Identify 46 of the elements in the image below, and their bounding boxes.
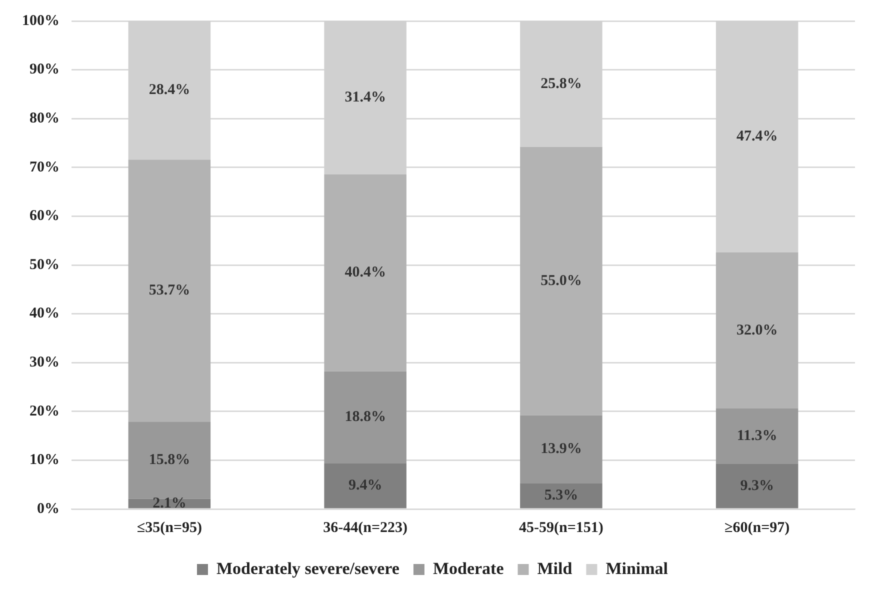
data-label: 25.8%: [540, 76, 582, 92]
data-label: 5.3%: [544, 488, 578, 504]
data-label: 40.4%: [344, 264, 386, 281]
data-label: 9.3%: [740, 478, 774, 494]
data-label: 53.7%: [148, 282, 190, 298]
legend-label: Moderate: [432, 558, 504, 578]
bar: [128, 160, 211, 422]
bar: [324, 174, 406, 372]
y-tick-label: 20%: [30, 403, 60, 420]
y-tick-label: 10%: [30, 452, 60, 468]
data-label: 13.9%: [540, 441, 582, 458]
x-tick-label: ≤35(n=95): [136, 520, 202, 536]
bar: [716, 408, 798, 464]
legend-label: Moderately severe/severe: [216, 558, 400, 578]
y-tick-label: 80%: [30, 110, 60, 126]
data-label: 55.0%: [540, 272, 582, 289]
data-label: 9.4%: [348, 478, 382, 494]
data-label: 2.1%: [152, 495, 186, 512]
bar: [520, 483, 602, 508]
data-label: 15.8%: [148, 452, 190, 468]
y-tick-label: 30%: [30, 354, 60, 370]
y-tick-label: 90%: [30, 62, 60, 78]
bar: [324, 463, 406, 508]
bar: [324, 371, 406, 464]
bar: [520, 415, 602, 484]
data-label: 18.8%: [344, 409, 386, 426]
bar: [716, 464, 798, 508]
legend-label: Minimal: [606, 558, 668, 578]
x-tick-label: 36-44(n=223): [323, 520, 408, 536]
data-label: 31.4%: [344, 89, 386, 106]
y-tick-label: 50%: [30, 256, 60, 273]
bar: [128, 422, 211, 499]
data-label: 28.4%: [148, 82, 190, 98]
data-label: 11.3%: [736, 428, 778, 444]
data-label: 32.0%: [736, 322, 778, 338]
data-label: 47.4%: [736, 128, 778, 145]
y-tick-label: 100%: [22, 12, 60, 29]
bar: [716, 252, 798, 408]
y-tick-label: 40%: [30, 306, 60, 322]
y-tick-label: 0%: [37, 500, 60, 517]
y-tick-label: 60%: [30, 208, 60, 224]
bar: [520, 146, 602, 416]
x-tick-label: 45-59(n=151): [519, 520, 604, 536]
legend-label: Mild: [537, 558, 573, 578]
x-tick-label: ≥60(n=97): [724, 520, 790, 536]
y-tick-label: 70%: [30, 159, 60, 176]
